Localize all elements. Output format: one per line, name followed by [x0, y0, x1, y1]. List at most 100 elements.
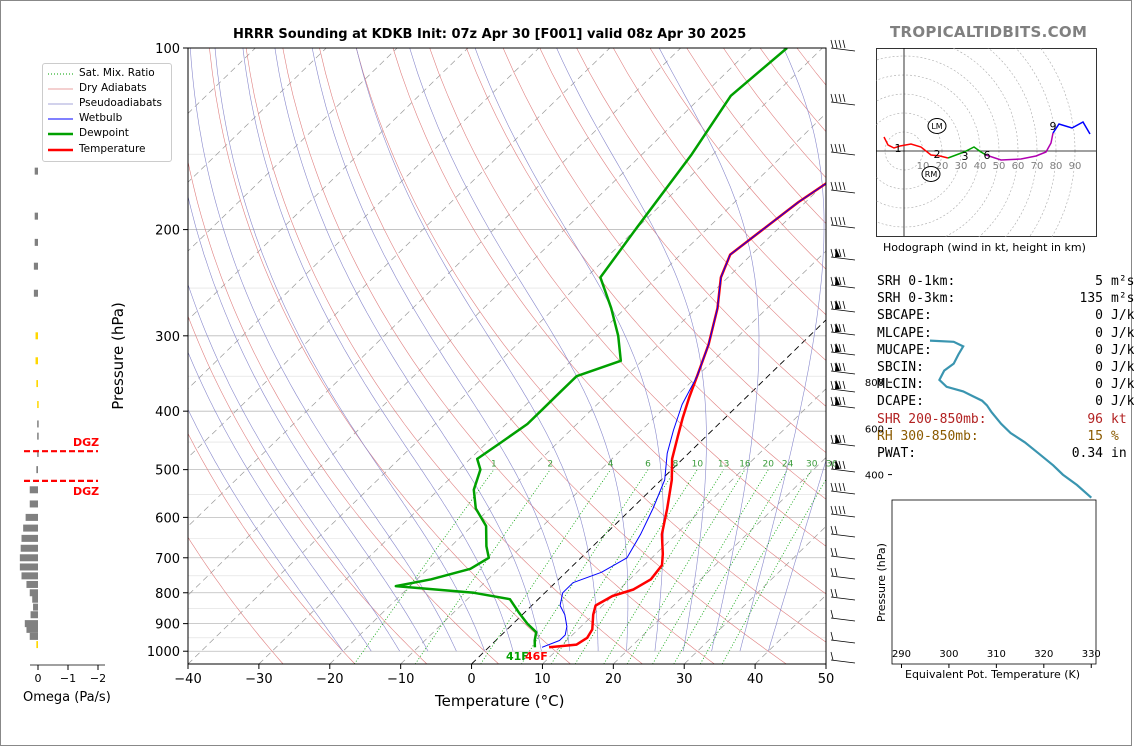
theta-e-x-tick-label: 310 — [987, 649, 1006, 660]
omega-x-tick-label: −1 — [60, 672, 76, 685]
legend-item-pseudoadiabats: Pseudoadiabats — [79, 97, 162, 109]
mixing-ratio-label: 6 — [645, 460, 651, 470]
dry-adiabat-line — [188, 432, 356, 664]
omega-bar — [37, 420, 39, 428]
dry-adiabat-line — [319, 48, 787, 664]
y-tick-label: 100 — [155, 42, 180, 57]
theta-e-x-tick-label: 300 — [939, 649, 958, 660]
hodograph-segment-9km-up — [1052, 120, 1091, 135]
stat-label: DCAPE: — [877, 394, 924, 410]
omega-panel: 0 −1 −2 — [19, 167, 106, 685]
omega-bar — [29, 500, 38, 508]
hodograph-height-label: 6 — [984, 149, 991, 162]
omega-bar — [34, 167, 38, 175]
stat-row: MLCIN: 0 J/kg — [877, 376, 1134, 393]
pseudoadiabat-line — [188, 408, 344, 652]
omega-bar — [36, 380, 38, 388]
stat-value: 0 — [1095, 377, 1103, 393]
stat-value: 5 — [1095, 274, 1103, 289]
legend-item-temperature: Temperature — [79, 143, 146, 155]
stat-value: 0 — [1095, 394, 1103, 410]
wind-barb — [830, 460, 856, 473]
dry-adiabat-line — [188, 315, 428, 664]
hodograph-height-label: 2 — [934, 148, 941, 161]
dry-adiabat-line — [282, 48, 715, 664]
omega-bar — [33, 289, 38, 297]
legend-item-dry-adiabats: Dry Adiabats — [79, 82, 147, 94]
omega-bar — [33, 603, 38, 611]
theta-e-frame — [891, 499, 1097, 665]
isotherm-line — [329, 181, 826, 664]
surface-temperature-label: 46F — [525, 650, 548, 663]
wind-barb — [830, 631, 856, 644]
dry-adiabat-line — [188, 536, 284, 664]
wind-barb — [830, 93, 856, 106]
omega-bar — [37, 449, 39, 457]
omega-bar — [21, 534, 38, 542]
hodograph-frame — [876, 48, 1097, 237]
dry-adiabat-line — [392, 48, 826, 595]
isotherm-line — [188, 48, 611, 459]
pseudoadiabat-line — [188, 283, 400, 652]
stat-value: 0 — [1095, 308, 1103, 324]
wind-barb — [830, 482, 856, 495]
hodograph-ring-label: 90 — [1069, 161, 1082, 172]
stat-value: 0 — [1095, 360, 1103, 376]
wind-barb — [830, 588, 856, 601]
omega-bar — [34, 212, 38, 220]
dry-adiabat-line — [429, 48, 826, 547]
stat-label: MLCIN: — [877, 377, 924, 393]
omega-bar — [36, 466, 38, 474]
brand-watermark: TROPICALTIDBITS.COM — [890, 23, 1088, 41]
isotherm-line — [188, 48, 540, 390]
wind-barb — [830, 380, 856, 393]
dry-adiabat-line — [188, 160, 499, 664]
stat-row: MLCAPE: 0 J/kg — [877, 325, 1134, 342]
omega-bar — [26, 625, 38, 633]
stat-label: SRH 0-1km: — [877, 274, 956, 289]
hodograph-caption: Hodograph (wind in kt, height in km) — [883, 241, 1086, 254]
y-tick-label: 900 — [155, 618, 180, 633]
stat-label: PWAT: — [877, 446, 917, 462]
wind-barb — [830, 216, 856, 229]
mixing-ratio-label: 10 — [692, 460, 704, 470]
mixing-ratio-line — [699, 469, 813, 664]
mixing-ratio-line — [652, 469, 769, 664]
pseudoadiabat-line — [474, 48, 664, 652]
mixing-ratio-line — [603, 469, 724, 664]
stat-value: 0 — [1095, 342, 1103, 358]
isotherm-line — [188, 48, 681, 527]
wind-barb — [830, 547, 856, 560]
omega-bar — [36, 641, 38, 649]
stat-unit: J/kg — [1111, 377, 1134, 393]
legend-item-wetbulb: Wetbulb — [79, 112, 123, 124]
omega-bar — [34, 238, 38, 246]
mixing-ratio-label: 16 — [739, 460, 751, 470]
mixing-ratio-line — [673, 469, 788, 664]
stat-unit: in — [1111, 446, 1127, 462]
wind-barb — [830, 276, 856, 289]
x-tick-label: 10 — [534, 672, 551, 687]
y-tick-label: 700 — [155, 552, 180, 567]
isotherm-line — [188, 48, 752, 596]
mixing-ratio-label: 24 — [782, 460, 794, 470]
legend-item-dewpoint: Dewpoint — [79, 127, 129, 139]
x-tick-label: −20 — [316, 672, 343, 687]
wind-barb — [830, 567, 856, 580]
hodograph-marker-ring — [927, 118, 947, 134]
omega-bar — [20, 544, 38, 552]
mixing-ratio-line — [574, 469, 698, 664]
stat-row: SBCIN: 0 J/kg — [877, 359, 1134, 376]
pseudoadiabat-line — [409, 48, 629, 652]
omega-bar — [26, 580, 38, 588]
skew-t-grid — [188, 48, 826, 664]
pseudoadiabat-line — [556, 48, 707, 652]
hodograph-height-label: 1 — [895, 142, 902, 155]
pseudoadiabat-line — [739, 48, 825, 652]
x-tick-label: 20 — [605, 672, 622, 687]
hodograph-ring-label: 40 — [974, 161, 987, 172]
chart-title: HRRR Sounding at KDKB Init: 07z Apr 30 [… — [233, 27, 747, 42]
hodograph-ring-label: 20 — [936, 161, 949, 172]
